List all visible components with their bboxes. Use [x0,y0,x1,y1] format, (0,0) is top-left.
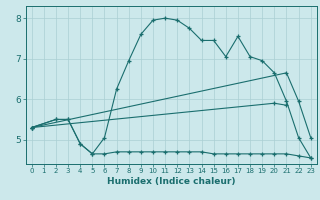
X-axis label: Humidex (Indice chaleur): Humidex (Indice chaleur) [107,177,236,186]
